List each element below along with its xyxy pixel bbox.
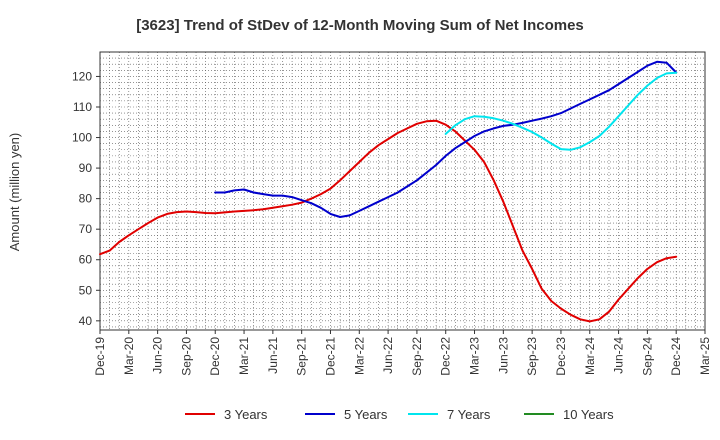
plot-area: 40 50 60 70 80 90 100 110 120 Dec-19 Mar-20 Jun-20 S… <box>72 51 712 376</box>
x-tick-label: Sep-22 <box>410 337 424 376</box>
plot-background <box>100 52 705 330</box>
y-axis-label: Amount (million yen) <box>7 133 22 252</box>
x-tick-label: Dec-20 <box>208 337 222 376</box>
y-tick-label: 110 <box>73 100 92 114</box>
x-tick-label: Jun-20 <box>151 337 165 374</box>
x-tick-label: Jun-22 <box>381 337 395 374</box>
x-tick-label: Mar-21 <box>237 337 251 375</box>
x-tick-label: Jun-23 <box>496 337 510 374</box>
x-tick-label: Mar-20 <box>122 337 136 375</box>
x-tick-label: Mar-24 <box>583 337 597 375</box>
x-tick-label: Dec-21 <box>323 337 337 376</box>
y-tick-label: 120 <box>72 69 92 83</box>
series-line-1 <box>214 60 678 218</box>
y-tick-label: 70 <box>79 222 93 236</box>
y-tick-label: 90 <box>79 161 93 175</box>
plot-frame <box>99 51 706 331</box>
x-tick-label: Sep-24 <box>640 337 654 376</box>
x-tick-label: Jun-21 <box>266 337 280 374</box>
x-tick-label: Mar-25 <box>698 337 712 375</box>
series-line-0 <box>99 119 678 323</box>
x-tick-label: Mar-22 <box>352 337 366 375</box>
series-line-2 <box>444 71 678 151</box>
x-tick-label: Dec-19 <box>93 337 107 376</box>
y-tick-label: 80 <box>79 192 93 206</box>
legend-label: 5 Years <box>344 407 388 422</box>
legend-label: 7 Years <box>447 407 491 422</box>
y-tick-label: 60 <box>79 253 93 267</box>
chart-title: [3623] Trend of StDev of 12-Month Moving… <box>136 17 584 34</box>
legend-label: 10 Years <box>563 407 614 422</box>
x-tick-label: Dec-24 <box>669 337 683 376</box>
legend-label: 3 Years <box>224 407 268 422</box>
x-tick-label: Sep-20 <box>179 337 193 376</box>
y-tick-label: 40 <box>79 314 93 328</box>
y-tick-label: 50 <box>79 283 93 297</box>
x-tick-label: Mar-23 <box>468 337 482 375</box>
legend: 3 Years 5 Years 7 Years 10 Years <box>185 407 614 422</box>
x-tick-label: Dec-22 <box>439 337 453 376</box>
x-tick-label: Sep-23 <box>525 337 539 376</box>
x-tick-label: Jun-24 <box>612 337 626 374</box>
y-tick-label: 100 <box>72 131 92 145</box>
x-tick-label: Sep-21 <box>295 337 309 376</box>
x-tick-label: Dec-23 <box>554 337 568 376</box>
